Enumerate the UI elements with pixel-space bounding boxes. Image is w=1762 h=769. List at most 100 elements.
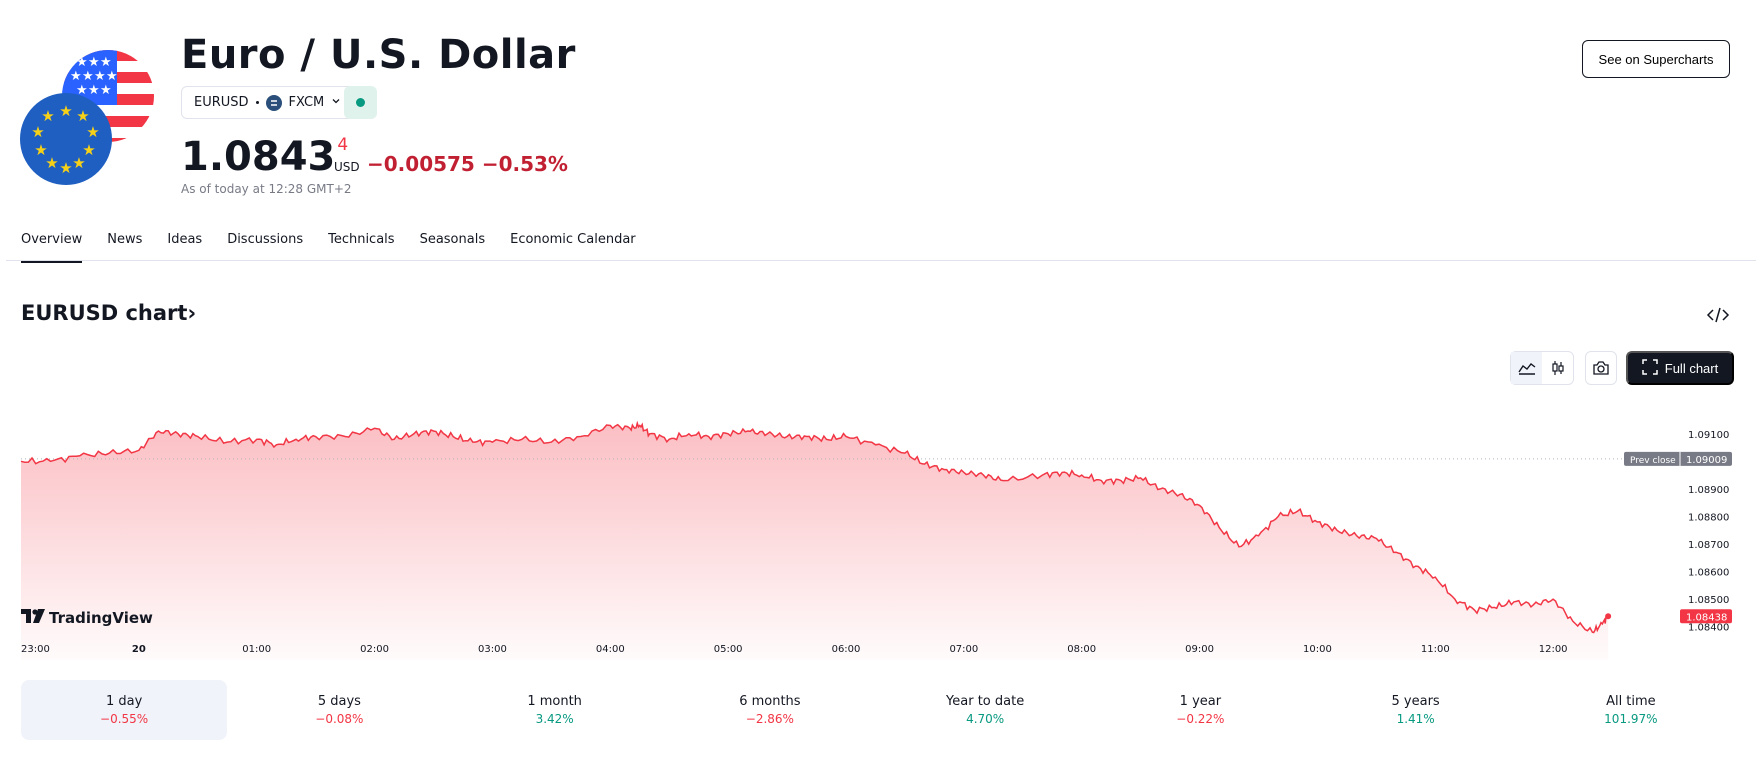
fullscreen-icon [1642, 358, 1658, 378]
period-1-day[interactable]: 1 day −0.55% [21, 680, 228, 740]
x-tick-label: 12:00 [1539, 644, 1568, 655]
chevron-right-icon: › [187, 301, 197, 325]
svg-text:★: ★ [59, 102, 72, 120]
x-tick-label: 23:00 [21, 644, 50, 655]
tabs-divider [6, 260, 1756, 261]
x-tick-label: 11:00 [1421, 644, 1450, 655]
separator-dot [255, 101, 259, 104]
svg-text:★: ★ [100, 55, 112, 70]
series-line [20, 420, 1609, 634]
last-price-badge [1680, 609, 1732, 624]
svg-text:★: ★ [88, 55, 100, 70]
period-change: −0.22% [1176, 712, 1225, 726]
svg-text:★: ★ [31, 123, 44, 141]
chart-heading-link[interactable]: EURUSD chart› [21, 301, 196, 325]
period-all-time[interactable]: All time 101.97% [1528, 680, 1734, 740]
period-label: Year to date [946, 694, 1025, 709]
tab-technicals[interactable]: Technicals [328, 232, 395, 247]
x-tick-label: 01:00 [242, 644, 271, 655]
y-tick-label: 1.08900 [1688, 485, 1729, 496]
price-value: 1.0843 4 [181, 134, 348, 180]
camera-icon[interactable] [1585, 351, 1617, 385]
market-status-button[interactable] [344, 86, 377, 119]
x-tick-label: 09:00 [1185, 644, 1214, 655]
price-change: −0.00575 −0.53% [367, 152, 568, 176]
page-title: Euro / U.S. Dollar [181, 32, 576, 78]
x-tick-label: 03:00 [478, 644, 507, 655]
period-change: 101.97% [1604, 712, 1658, 726]
svg-text:★: ★ [106, 69, 118, 84]
tradingview-logo: TradingView [21, 609, 153, 627]
code-embed-icon[interactable] [1706, 305, 1730, 325]
series-area-fill [21, 423, 1609, 660]
svg-text:★: ★ [76, 83, 88, 98]
svg-text:★: ★ [34, 141, 47, 159]
x-tick-label: 07:00 [949, 644, 978, 655]
period-1-year[interactable]: 1 year −0.22% [1097, 680, 1303, 740]
tradingview-logo-text: TradingView [49, 609, 153, 627]
chart-type-switcher [1510, 351, 1574, 385]
x-tick-label: 20 [132, 644, 146, 655]
svg-text:★: ★ [76, 107, 89, 125]
tab-overview[interactable]: Overview [21, 232, 83, 263]
tab-discussions[interactable]: Discussions [227, 232, 304, 247]
full-chart-button[interactable]: Full chart [1626, 351, 1734, 385]
x-tick-label: 05:00 [714, 644, 743, 655]
svg-text:★: ★ [94, 69, 106, 84]
tab-ideas[interactable]: Ideas [167, 232, 203, 247]
exchange-label: FXCM [288, 95, 325, 110]
chart-heading-text: EURUSD chart [21, 301, 188, 325]
y-tick-label: 1.08500 [1688, 595, 1729, 606]
currency-flags: ★ ★ ★ ★ ★ ★ ★ ★ ★ ★ ★ ★ ★ ★ ★ ★ ★ ★ ★ ★ [20, 48, 160, 188]
prev-close-label: Prev close [1630, 456, 1676, 466]
svg-text:★: ★ [88, 83, 100, 98]
period-label: 5 days [317, 694, 361, 709]
svg-text:★: ★ [100, 83, 112, 98]
svg-text:★: ★ [70, 69, 82, 84]
tab-seasonals[interactable]: Seasonals [419, 232, 486, 247]
period-label: 1 month [527, 694, 582, 709]
tradingview-logo-icon [21, 609, 45, 627]
x-tick-label: 04:00 [596, 644, 625, 655]
performance-periods: 1 day −0.55% 5 days −0.08% 1 month 3.42%… [21, 680, 1734, 740]
period-5-years[interactable]: 5 years 1.41% [1313, 680, 1519, 740]
y-tick-label: 1.08600 [1688, 568, 1729, 579]
period-label: 5 years [1391, 694, 1440, 709]
svg-text:★: ★ [82, 141, 95, 159]
symbol-selector[interactable]: EURUSD FXCM [181, 86, 355, 119]
svg-text:★: ★ [41, 107, 54, 125]
price-area-chart[interactable]: 1.091001.090001.089001.088001.087001.086… [0, 390, 1762, 660]
price-last-digit: 4 [337, 135, 349, 155]
y-tick-label: 1.08800 [1688, 512, 1729, 523]
period-label: 6 months [739, 694, 801, 709]
prev-close-value: 1.09009 [1686, 455, 1727, 466]
period-change: 4.70% [966, 712, 1005, 726]
period-change: 3.42% [535, 712, 574, 726]
period-5-days[interactable]: 5 days −0.08% [236, 680, 442, 740]
svg-text:★: ★ [86, 123, 99, 141]
period-label: All time [1606, 694, 1656, 709]
period-change: −0.08% [315, 712, 364, 726]
eu-flag-icon: ★ ★ ★ ★ ★ ★ ★ ★ ★ ★ [20, 93, 112, 185]
period-6-months[interactable]: 6 months −2.86% [667, 680, 873, 740]
tab-economic-calendar[interactable]: Economic Calendar [510, 232, 636, 247]
chevron-down-icon [331, 95, 341, 110]
period-label: 1 year [1179, 694, 1222, 709]
market-open-indicator [356, 98, 365, 107]
see-on-supercharts-button[interactable]: See on Supercharts [1582, 40, 1730, 78]
svg-text:★: ★ [82, 69, 94, 84]
period-change: −2.86% [745, 712, 794, 726]
candles-icon[interactable] [1542, 352, 1573, 384]
period-year-to-date[interactable]: Year to date 4.70% [882, 680, 1088, 740]
period-label: 1 day [105, 694, 143, 709]
x-tick-label: 10:00 [1303, 644, 1332, 655]
prev-close-badge [1624, 451, 1732, 466]
area-chart-icon[interactable] [1511, 352, 1542, 384]
y-tick-label: 1.09100 [1688, 430, 1729, 441]
x-tick-label: 02:00 [360, 644, 389, 655]
price-main: 1.0843 [181, 134, 336, 180]
svg-text:★: ★ [59, 159, 72, 177]
tab-news[interactable]: News [107, 232, 143, 247]
full-chart-label: Full chart [1664, 360, 1719, 376]
period-1-month[interactable]: 1 month 3.42% [452, 680, 658, 740]
